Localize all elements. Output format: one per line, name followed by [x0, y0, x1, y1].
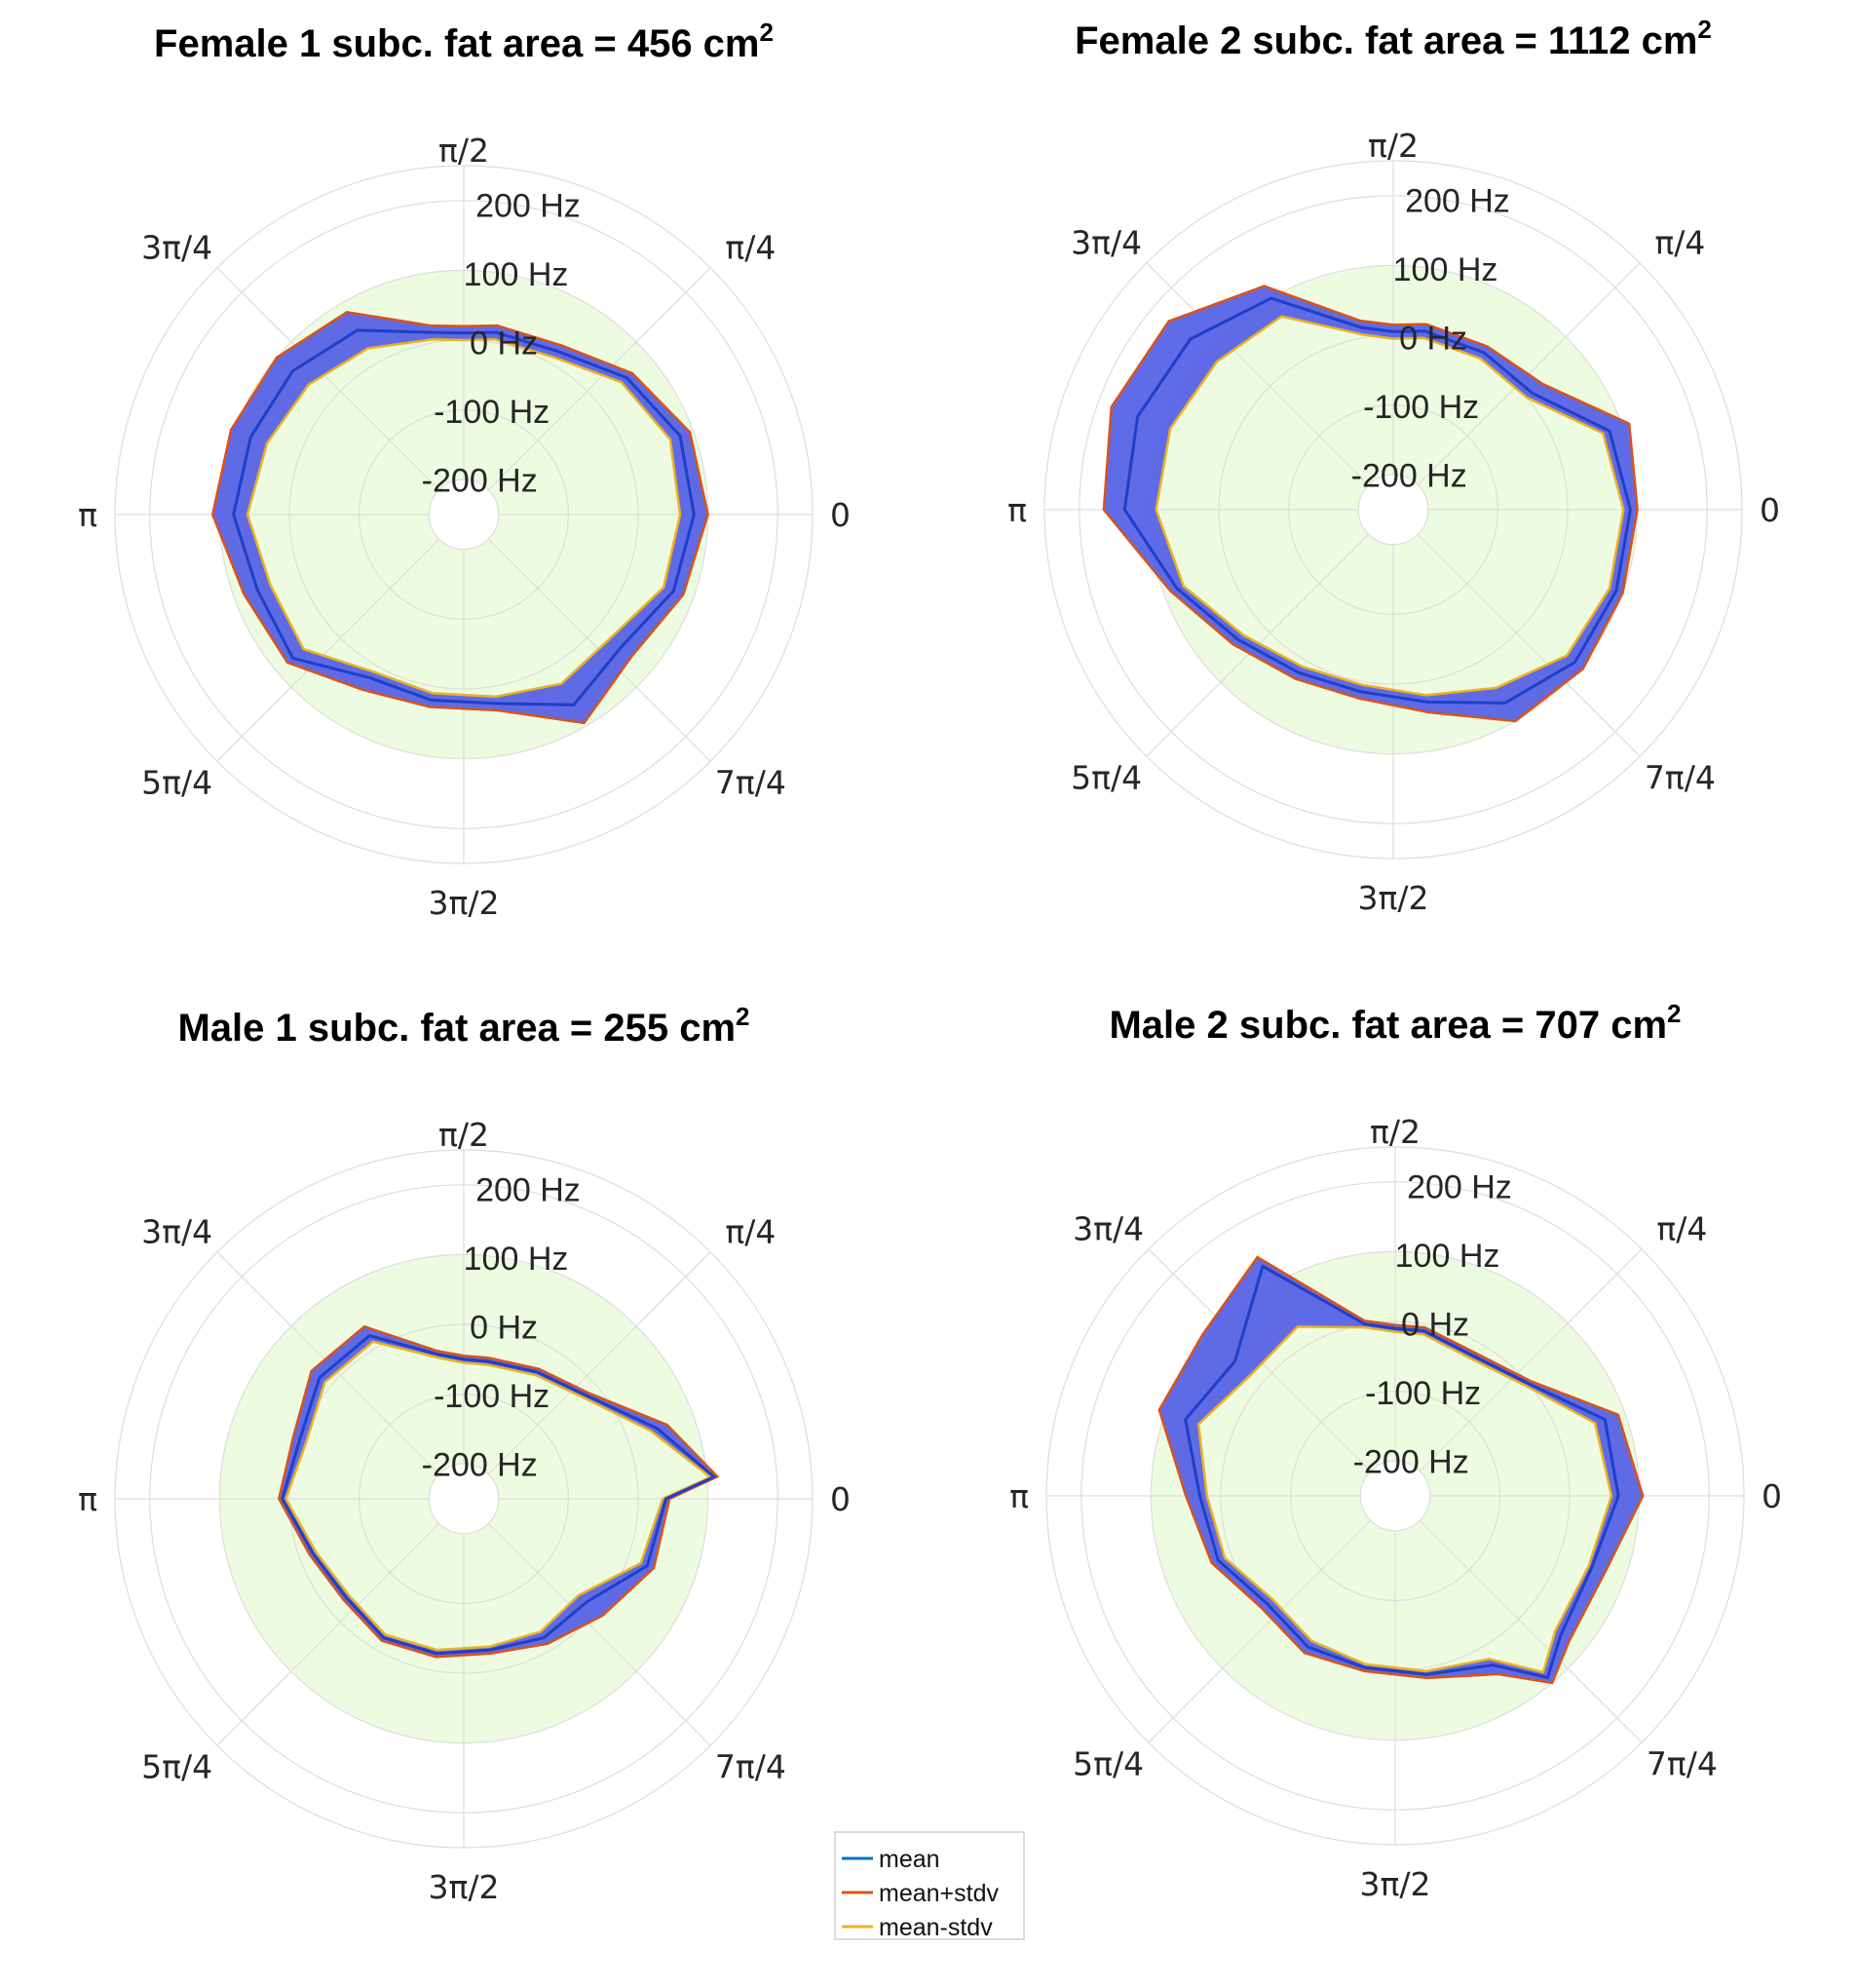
- angle-tick-label: 3π/2: [429, 884, 500, 922]
- series-mean-plus-stdv: [277, 1324, 720, 1659]
- radial-tick-label: -100 Hz: [1363, 389, 1479, 426]
- angle-tick-label: 7π/4: [1647, 1744, 1718, 1782]
- polar-panel-female-1: Female 1 subc. fat area = 456 cm2 0 π/4 π/2…: [78, 18, 851, 922]
- polar-panel-male-2: Male 2 subc. fat area = 707 cm2 0 π/4 π/2 3π…: [1009, 999, 1782, 1903]
- grid-spoke: [1419, 1519, 1643, 1743]
- grid-spoke: [1417, 533, 1641, 757]
- angle-tick-label: 5π/4: [1073, 1744, 1144, 1782]
- angle-tick-label: π/4: [725, 229, 776, 267]
- radial-tick-label: -200 Hz: [1351, 458, 1467, 495]
- angle-tick-label: 3π/4: [141, 1213, 212, 1251]
- grid-spoke: [1419, 1248, 1643, 1472]
- radial-tick-label: 100 Hz: [464, 1241, 569, 1278]
- radial-tick-label: -200 Hz: [422, 1447, 538, 1484]
- radial-tick-label: 100 Hz: [464, 256, 569, 293]
- chart-title-main: Male 2 subc. fat area = 707 cm: [1109, 1004, 1667, 1047]
- angle-tick-label: 3π/4: [141, 229, 212, 267]
- series-mean-plus-stdv: [210, 310, 709, 725]
- radial-tick-label: 0 Hz: [470, 1310, 538, 1347]
- series-mean: [281, 1333, 717, 1656]
- legend: mean mean+stdv mean-stdv: [834, 1831, 1025, 1941]
- radial-tick-label: 100 Hz: [1393, 251, 1498, 288]
- chart-title-superscript: 2: [1697, 15, 1711, 44]
- radial-tick-label: 200 Hz: [1407, 1169, 1512, 1206]
- angle-tick-label: 3π/2: [429, 1868, 500, 1906]
- grid-spoke: [216, 267, 440, 491]
- radial-tick-label: 200 Hz: [1405, 183, 1510, 220]
- series-mean-minus-stdv: [1196, 1325, 1613, 1674]
- angle-tick-label: 5π/4: [141, 1747, 212, 1785]
- grid-spoke: [487, 267, 711, 491]
- angle-tick-label: π/4: [1656, 1210, 1707, 1248]
- angle-tick-label: π/2: [438, 132, 489, 170]
- series-mean: [1184, 1264, 1620, 1680]
- grid-spoke: [487, 1251, 711, 1475]
- chart-title-main: Male 1 subc. fat area = 255 cm: [177, 1007, 736, 1050]
- angle-tick-label: 0: [830, 496, 851, 534]
- legend-label: mean+stdv: [879, 1880, 999, 1907]
- grid-spoke: [1146, 262, 1370, 486]
- chart-title: Male 2 subc. fat area = 707 cm2: [1109, 999, 1681, 1047]
- series-mean-minus-stdv: [284, 1340, 713, 1652]
- radial-tick-label: 0 Hz: [1401, 1307, 1469, 1344]
- angle-tick-label: π: [1009, 1477, 1029, 1515]
- chart-title-superscript: 2: [760, 18, 774, 47]
- grid-spoke: [487, 1522, 711, 1746]
- radial-tick-label: -100 Hz: [434, 1378, 550, 1415]
- angle-tick-label: 0: [1762, 1477, 1782, 1515]
- grid-spoke: [216, 538, 440, 762]
- polar-panel-male-1: Male 1 subc. fat area = 255 cm2 0 π/4 π/2 3π…: [78, 1002, 851, 1906]
- angle-tick-label: π/2: [1368, 127, 1419, 165]
- radial-tick-label: 200 Hz: [475, 188, 581, 225]
- series-mean-plus-stdv: [1157, 1255, 1645, 1685]
- series-mean: [1122, 296, 1632, 705]
- angle-tick-label: 7π/4: [715, 763, 786, 801]
- radial-tick-label: 0 Hz: [1399, 321, 1467, 358]
- radial-tick-label: -100 Hz: [1365, 1375, 1481, 1412]
- angle-tick-label: 3π/2: [1360, 1865, 1431, 1903]
- series-mean-minus-stdv: [246, 337, 682, 699]
- angle-tick-label: π: [78, 496, 97, 534]
- series-mean: [232, 328, 696, 707]
- radial-tick-label: -100 Hz: [434, 394, 550, 431]
- angle-tick-label: 7π/4: [715, 1747, 786, 1785]
- radial-tick-label: -200 Hz: [1353, 1444, 1469, 1481]
- chart-title: Male 1 subc. fat area = 255 cm2: [177, 1002, 749, 1050]
- radial-tick-label: -200 Hz: [422, 463, 538, 500]
- angle-tick-label: 7π/4: [1645, 758, 1716, 796]
- grid-spoke: [1148, 1519, 1372, 1743]
- chart-title: Female 1 subc. fat area = 456 cm2: [154, 18, 774, 65]
- angle-tick-label: 5π/4: [1071, 758, 1142, 796]
- angle-tick-label: 5π/4: [141, 763, 212, 801]
- angle-tick-label: π: [78, 1480, 97, 1518]
- angle-tick-label: π/2: [1370, 1113, 1421, 1151]
- angle-tick-label: 3π/4: [1073, 1210, 1144, 1248]
- polar-panel-female-2: Female 2 subc. fat area = 1112 cm2 0 π/4 π/…: [1007, 15, 1780, 917]
- chart-title-superscript: 2: [1667, 999, 1681, 1028]
- chart-title-main: Female 1 subc. fat area = 456 cm: [154, 22, 759, 65]
- angle-tick-label: π: [1007, 491, 1027, 529]
- angle-tick-label: 3π/4: [1071, 224, 1142, 262]
- legend-label: mean-stdv: [879, 1914, 993, 1941]
- legend-box: [834, 1831, 1025, 1940]
- radial-tick-label: 0 Hz: [470, 325, 538, 363]
- grid-spoke: [216, 1522, 440, 1746]
- series-mean-plus-stdv: [1102, 285, 1639, 723]
- angle-tick-label: 0: [830, 1480, 851, 1518]
- angle-tick-label: 3π/2: [1358, 879, 1429, 917]
- radial-tick-label: 200 Hz: [475, 1172, 581, 1209]
- series-mean-minus-stdv: [1155, 315, 1625, 697]
- chart-title: Female 2 subc. fat area = 1112 cm2: [1075, 15, 1712, 62]
- angle-tick-label: π/2: [438, 1116, 489, 1154]
- chart-title-main: Female 2 subc. fat area = 1112 cm: [1075, 19, 1697, 62]
- angle-tick-label: π/4: [725, 1213, 776, 1251]
- angle-tick-label: 0: [1760, 491, 1780, 529]
- radial-tick-label: 100 Hz: [1395, 1238, 1500, 1275]
- chart-title-superscript: 2: [736, 1002, 749, 1031]
- angle-tick-label: π/4: [1654, 224, 1705, 262]
- legend-label: mean: [879, 1846, 940, 1873]
